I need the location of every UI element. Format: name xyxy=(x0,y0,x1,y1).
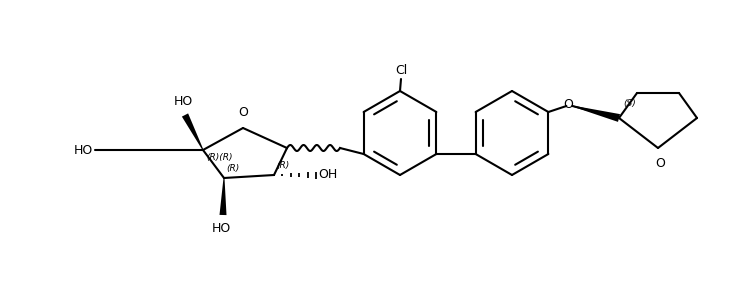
Text: HO: HO xyxy=(174,95,193,108)
Text: Cl: Cl xyxy=(395,64,407,77)
Text: (S): (S) xyxy=(623,99,636,108)
Polygon shape xyxy=(572,105,620,122)
Text: (R): (R) xyxy=(226,164,239,173)
Text: (R): (R) xyxy=(276,161,289,170)
Polygon shape xyxy=(219,178,227,215)
Polygon shape xyxy=(182,113,203,150)
Text: O: O xyxy=(238,106,248,119)
Text: HO: HO xyxy=(212,222,230,235)
Text: (R)(R): (R)(R) xyxy=(206,153,233,162)
Text: OH: OH xyxy=(318,169,337,182)
Text: O: O xyxy=(655,157,665,170)
Text: O: O xyxy=(563,98,573,111)
Text: HO: HO xyxy=(74,144,93,157)
